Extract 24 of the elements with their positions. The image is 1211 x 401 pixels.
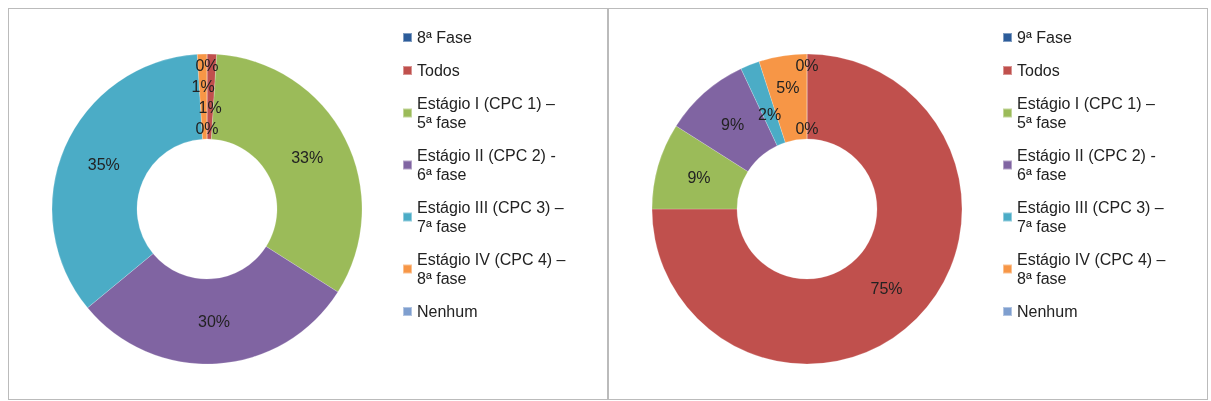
data-label: 33% [291, 149, 324, 167]
data-label: 75% [870, 280, 903, 298]
legend-label: Estágio I (CPC 1) – 5ª fase [1017, 95, 1160, 131]
text: 0% [195, 120, 219, 138]
legend-label: Nenhum [417, 303, 478, 320]
data-label: 30% [198, 312, 231, 330]
legend-label: Estágio IV (CPC 4) – 8ª fase [417, 251, 570, 287]
text: 0% [795, 120, 819, 138]
legend-label: Estágio IV (CPC 4) – 8ª fase [1017, 251, 1170, 287]
data-label: 9% [721, 116, 745, 134]
legend-label: Nenhum [1017, 303, 1078, 320]
legend-label: Estágio I (CPC 1) – 5ª fase [417, 95, 560, 131]
legend-label: Todos [417, 62, 460, 79]
legend-label: 8ª Fase [417, 29, 472, 46]
legend-label: 9ª Fase [1017, 29, 1072, 46]
text: 0% [795, 56, 819, 74]
legend-label: Estágio II (CPC 2) - 6ª fase [1017, 147, 1161, 183]
data-label: 5% [776, 79, 800, 97]
legend-label: Todos [1017, 62, 1060, 79]
data-label: 9% [687, 169, 711, 187]
data-label: 35% [87, 155, 120, 173]
legend-label: Estágio II (CPC 2) - 6ª fase [417, 147, 561, 183]
legend-label: Estágio III (CPC 3) – 7ª fase [417, 199, 569, 235]
legend-label: Estágio III (CPC 3) – 7ª fase [1017, 199, 1169, 235]
